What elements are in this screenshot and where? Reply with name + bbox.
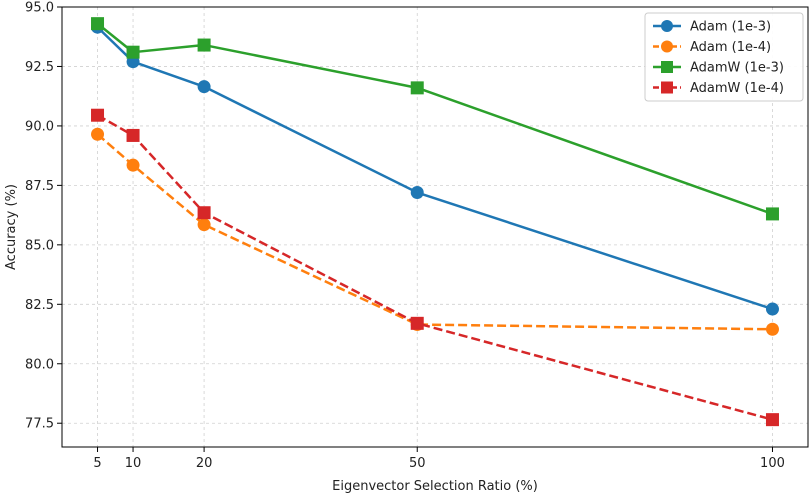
data-point	[410, 316, 424, 330]
series-adamw-1e-3	[91, 17, 779, 221]
data-point	[197, 206, 211, 220]
x-axis: 5 10 20 50 100	[93, 447, 785, 471]
series-adamw-1e-4	[91, 108, 779, 427]
legend-label: Adam (1e-3)	[690, 20, 771, 35]
data-point	[91, 108, 105, 122]
x-tick-label: 50	[409, 456, 426, 471]
legend-item: Adam (1e-4)	[653, 40, 771, 55]
y-tick-label: 77.5	[25, 417, 54, 432]
data-point	[91, 127, 105, 141]
x-axis-label: Eigenvector Selection Ratio (%)	[332, 479, 538, 494]
data-point	[91, 17, 105, 31]
data-point	[410, 81, 424, 95]
series-adam-1e-3	[91, 20, 779, 316]
data-point	[126, 128, 140, 142]
data-point	[197, 218, 211, 232]
data-point	[126, 158, 140, 172]
legend-label: Adam (1e-4)	[690, 40, 771, 55]
legend-box	[644, 12, 804, 102]
y-axis-label: Accuracy (%)	[4, 184, 19, 270]
x-tick-label: 20	[196, 456, 213, 471]
y-axis: 77.5 80.0 82.5 85.0 87.5 90.0 92.5 95.0	[25, 1, 62, 432]
x-tick-label: 10	[125, 456, 142, 471]
data-point	[197, 80, 211, 94]
y-tick-label: 87.5	[25, 179, 54, 194]
plot-frame	[61, 6, 809, 448]
legend-marker	[661, 81, 673, 94]
y-tick-label: 92.5	[25, 60, 54, 75]
data-point	[765, 207, 779, 221]
x-tick-label: 100	[760, 456, 785, 471]
y-tick-label: 80.0	[25, 357, 54, 372]
data-point	[765, 413, 779, 427]
legend-marker	[661, 61, 673, 73]
legend-label: AdamW (1e-4)	[690, 81, 784, 96]
series-line	[96, 133, 773, 331]
legend-label: AdamW (1e-3)	[690, 61, 784, 76]
y-tick-label: 82.5	[25, 298, 54, 313]
legend-item: AdamW (1e-4)	[653, 81, 784, 96]
series-line	[96, 114, 773, 421]
x-tick-label: 5	[93, 456, 101, 471]
y-tick-label: 90.0	[25, 119, 54, 134]
legend-item: AdamW (1e-3)	[653, 61, 784, 76]
legend: Adam (1e-3) Adam (1e-4) AdamW (1e-3) AdamW …	[644, 12, 804, 102]
data-point	[410, 186, 424, 200]
data-point	[765, 302, 779, 316]
y-tick-label: 85.0	[25, 238, 54, 253]
legend-item: Adam (1e-3)	[653, 20, 771, 35]
y-tick-label: 95.0	[25, 1, 54, 16]
series-layer	[91, 17, 779, 427]
data-point	[765, 322, 779, 336]
data-point	[126, 45, 140, 59]
legend-marker	[661, 20, 673, 32]
legend-marker	[661, 40, 673, 53]
data-point	[197, 38, 211, 52]
